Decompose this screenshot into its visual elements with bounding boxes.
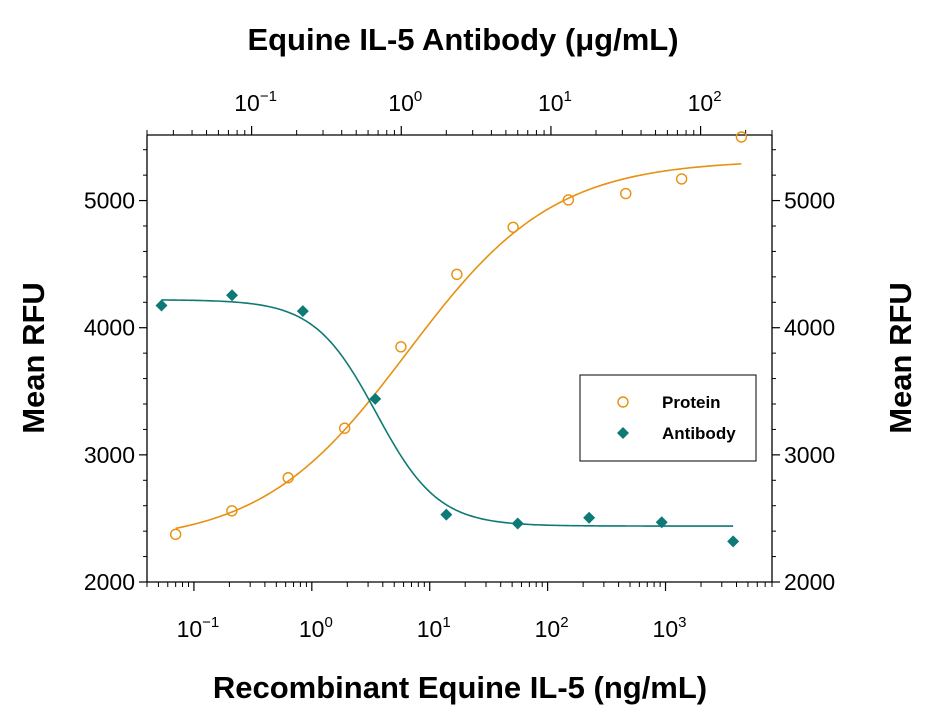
point-protein [620,187,632,200]
legend: Protein Antibody [579,374,757,462]
point-antibody [655,516,668,529]
point-protein [395,341,407,353]
point-antibody [155,299,168,312]
tick-marks [139,126,780,591]
fit-curve-antibody [161,299,734,527]
x-bottom-tick-label: 103 [653,614,687,642]
x-bottom-tick-label: 102 [535,614,569,642]
legend-protein-label: Protein [662,393,721,412]
data-points [155,131,748,548]
y-tick-label-left: 3000 [84,442,135,468]
y-axis-title-right: Mean RFU [883,282,918,434]
y-tick-label-left: 5000 [84,188,135,214]
point-antibody [583,511,596,524]
point-antibody [296,305,309,318]
point-protein [338,422,351,434]
point-protein [451,268,463,281]
y-tick-label-right: 5000 [784,188,835,214]
legend-box [579,374,757,462]
legend-protein-marker [617,396,629,408]
point-protein [562,194,575,206]
y-tick-label-right: 4000 [784,315,835,341]
fit-curve-protein [175,163,742,530]
point-protein [282,472,294,484]
point-protein [226,505,238,517]
point-protein [735,131,748,143]
point-protein [507,221,519,233]
y-tick-label-right: 2000 [784,569,835,595]
axis-frame [146,134,773,583]
point-antibody [440,508,453,521]
x-top-tick-label: 102 [688,88,722,116]
x-bottom-tick-label: 10−1 [177,614,220,642]
x-bottom-tick-label: 100 [299,614,333,642]
x-axis-title-bottom: Recombinant Equine IL-5 (ng/mL) [213,670,707,705]
legend-antibody-label: Antibody [662,424,736,443]
x-axis-title-top: Equine IL-5 Antibody (μg/mL) [247,22,678,57]
y-tick-label-right: 3000 [784,442,835,468]
point-antibody [511,517,524,530]
tick-labels: 2000 2000 3000 3000 4000 4000 5000 5000 10−1 100 1… [84,88,835,642]
point-protein [675,173,688,185]
legend-antibody-marker [617,427,629,439]
y-tick-label-left: 2000 [84,569,135,595]
point-antibody [369,392,382,405]
point-antibody [727,535,740,548]
point-protein [169,528,182,541]
y-tick-label-left: 4000 [84,315,135,341]
x-top-tick-label: 100 [388,88,422,116]
fit-curves [161,163,742,530]
x-top-tick-label: 10−1 [234,88,277,116]
y-axis-title-left: Mean RFU [16,282,51,434]
x-top-tick-label: 101 [538,88,572,116]
point-antibody [226,289,239,302]
x-bottom-tick-label: 101 [417,614,451,642]
